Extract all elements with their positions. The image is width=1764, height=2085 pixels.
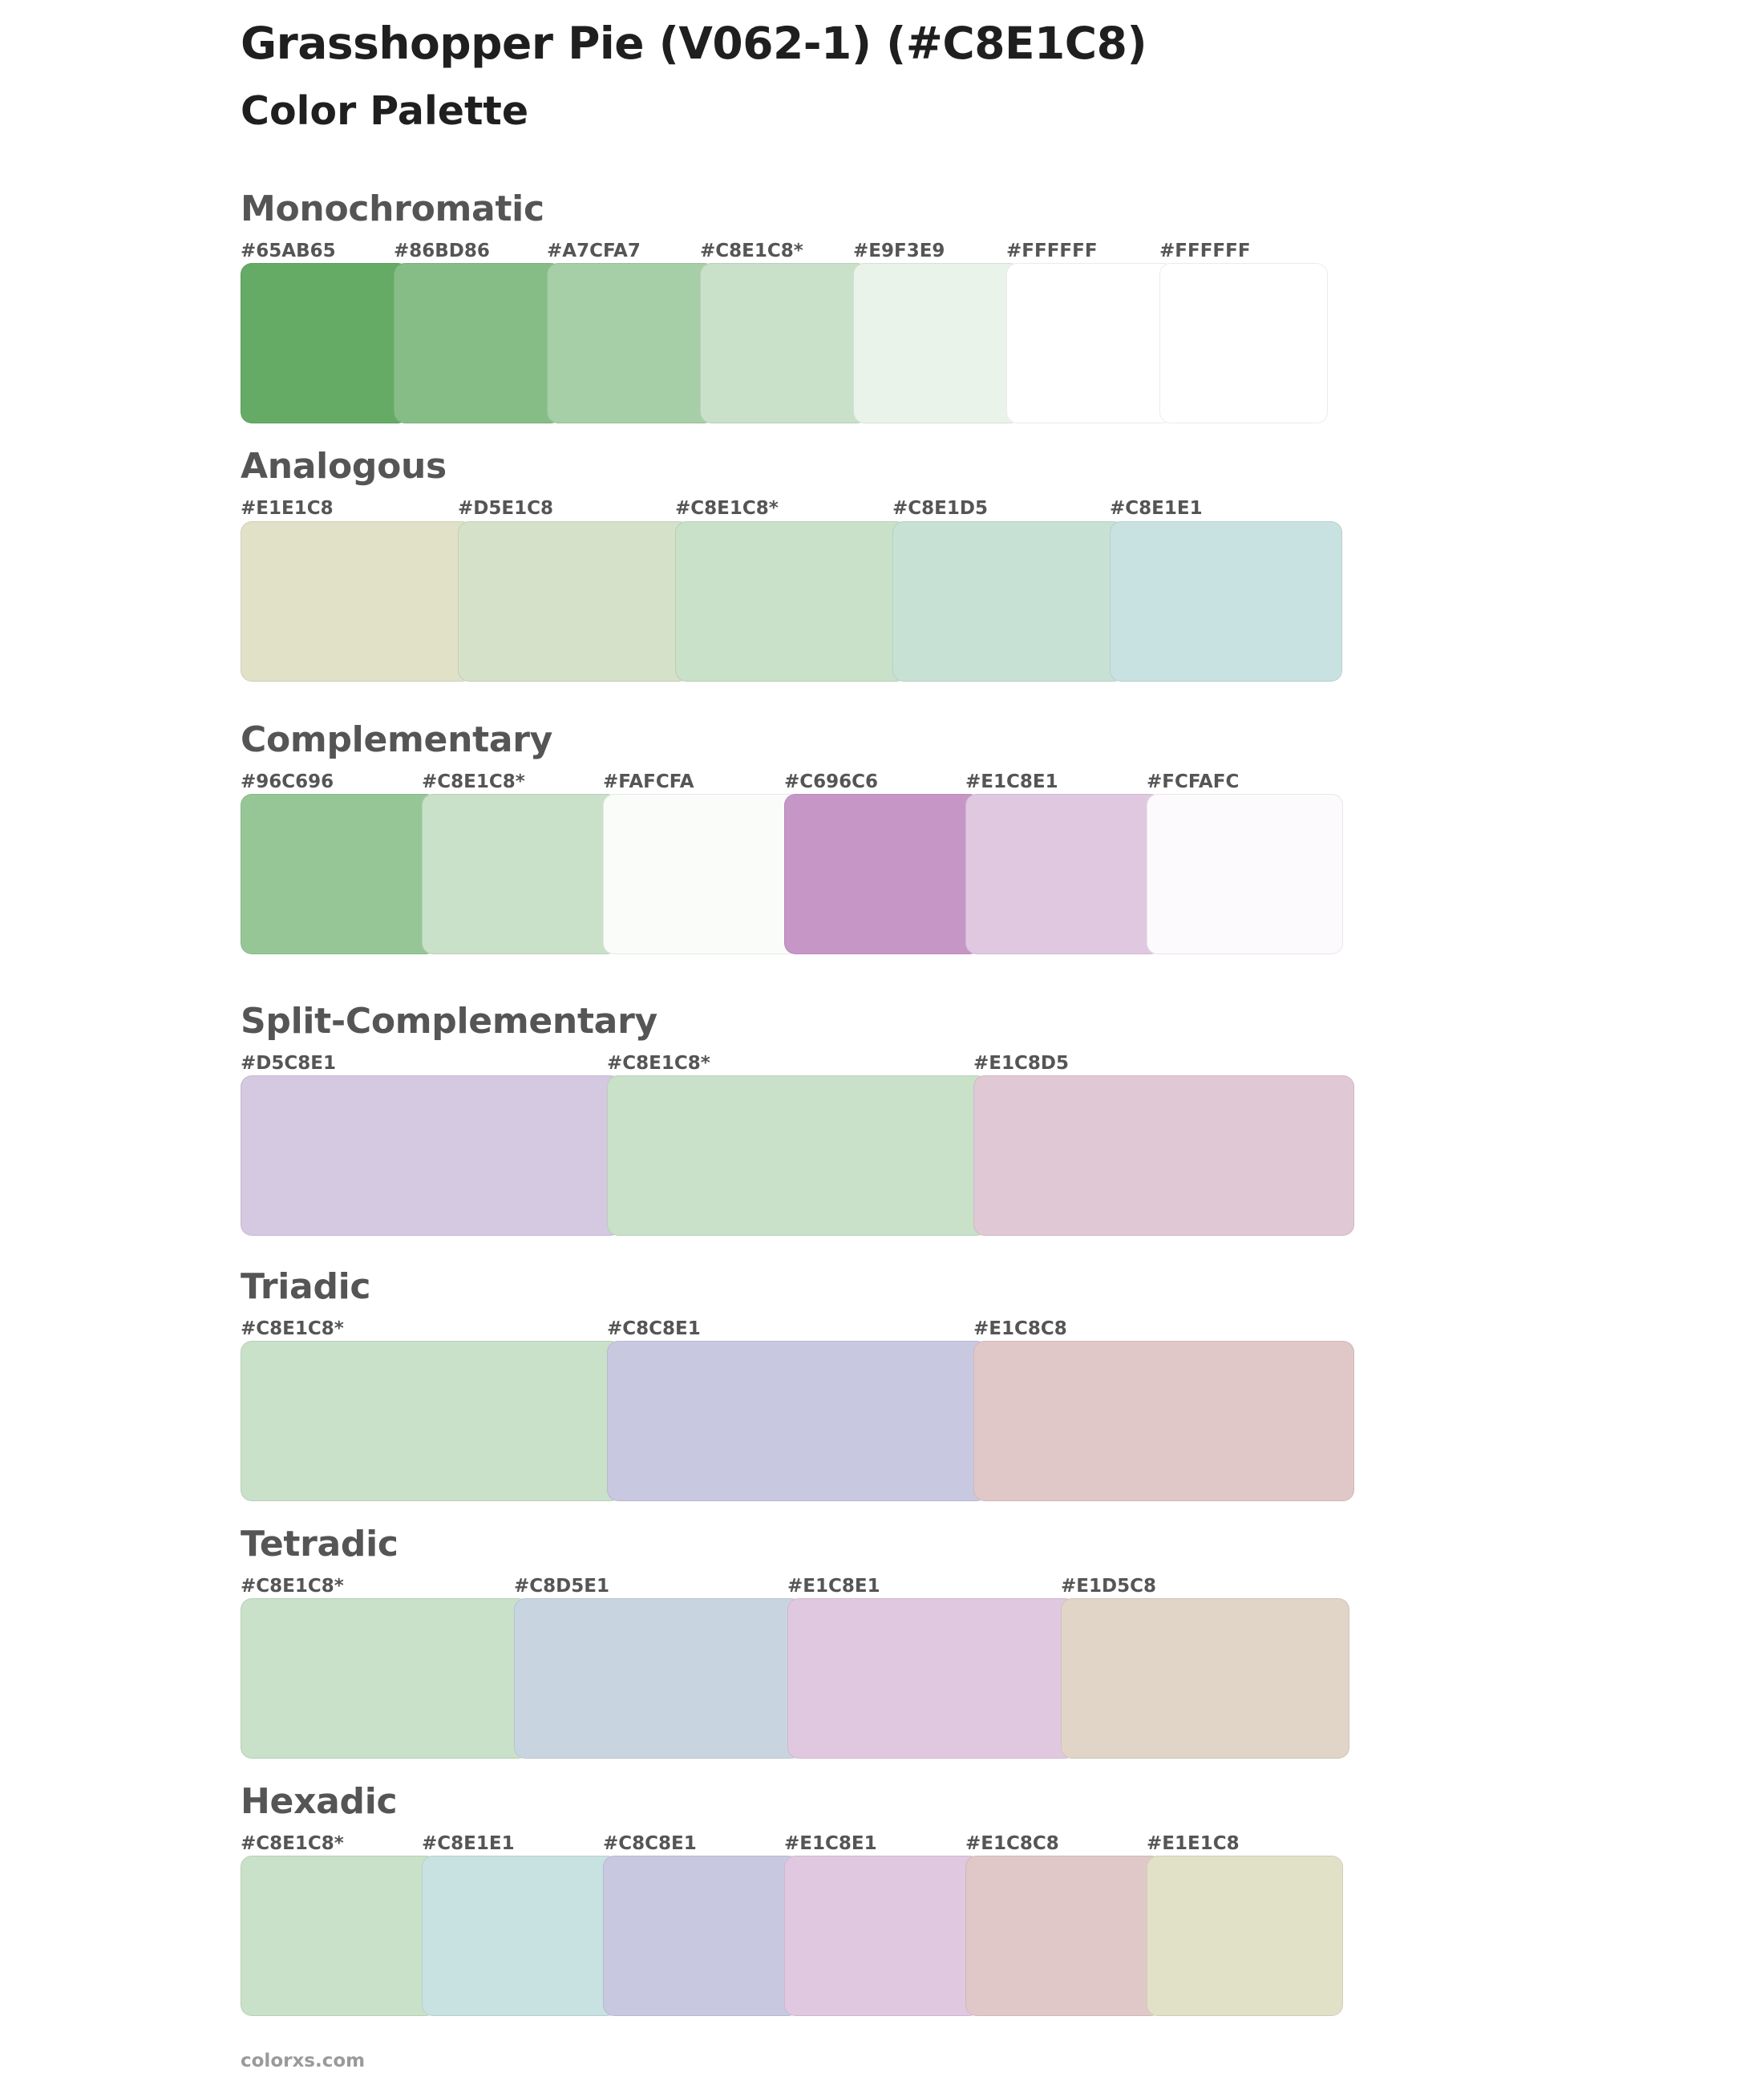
swatch-hex-label: #E1C8E1 xyxy=(965,771,1058,792)
color-swatch[interactable] xyxy=(784,794,981,954)
swatch-hex-label: #FCFAFC xyxy=(1147,771,1240,792)
color-swatch[interactable] xyxy=(241,1598,529,1759)
section-heading-monochromatic: Monochromatic xyxy=(241,188,544,229)
section-heading-split-complementary: Split-Complementary xyxy=(241,1001,657,1042)
site-footer[interactable]: colorxs.com xyxy=(241,2051,366,2071)
color-swatch[interactable] xyxy=(965,794,1162,954)
color-swatch[interactable] xyxy=(1147,1856,1343,2016)
section-heading-complementary: Complementary xyxy=(241,719,553,760)
color-swatch[interactable] xyxy=(458,521,690,682)
swatch-hex-label: #C8E1C8* xyxy=(607,1053,710,1074)
color-swatch[interactable] xyxy=(241,521,473,682)
swatch-hex-label: #E1C8E1 xyxy=(784,1833,877,1854)
color-swatch[interactable] xyxy=(675,521,908,682)
swatch-hex-label: #C8E1C8* xyxy=(241,1318,344,1339)
color-swatch[interactable] xyxy=(1159,263,1328,423)
swatch-hex-label: #C8E1E1 xyxy=(1110,498,1203,519)
swatch-hex-label: #D5C8E1 xyxy=(241,1053,336,1074)
color-swatch[interactable] xyxy=(973,1341,1354,1501)
swatch-hex-label: #E1C8C8 xyxy=(965,1833,1059,1854)
swatch-hex-label: #FAFCFA xyxy=(603,771,694,792)
color-swatch[interactable] xyxy=(1061,1598,1349,1759)
color-swatch[interactable] xyxy=(241,1856,437,2016)
color-swatch[interactable] xyxy=(784,1856,981,2016)
color-swatch[interactable] xyxy=(241,1341,621,1501)
swatch-hex-label: #E1C8E1 xyxy=(787,1576,880,1597)
swatch-hex-label: #FFFFFF xyxy=(1159,241,1251,261)
swatch-hex-label: #C8E1C8* xyxy=(422,771,525,792)
color-swatch[interactable] xyxy=(1110,521,1342,682)
swatch-hex-label: #E1D5C8 xyxy=(1061,1576,1156,1597)
swatch-hex-label: #E9F3E9 xyxy=(853,241,945,261)
swatch-hex-label: #A7CFA7 xyxy=(547,241,641,261)
color-swatch[interactable] xyxy=(603,794,799,954)
color-swatch[interactable] xyxy=(603,1856,799,2016)
color-swatch[interactable] xyxy=(1006,263,1175,423)
section-heading-hexadic: Hexadic xyxy=(241,1781,398,1822)
color-swatch[interactable] xyxy=(422,794,618,954)
section-heading-tetradic: Tetradic xyxy=(241,1524,399,1565)
color-swatch[interactable] xyxy=(607,1341,988,1501)
swatch-hex-label: #E1E1C8 xyxy=(1147,1833,1240,1854)
swatch-hex-label: #C8C8E1 xyxy=(603,1833,697,1854)
swatch-hex-label: #C8D5E1 xyxy=(514,1576,609,1597)
color-swatch[interactable] xyxy=(700,263,868,423)
color-swatch[interactable] xyxy=(1147,794,1343,954)
swatch-hex-label: #65AB65 xyxy=(241,241,336,261)
swatch-hex-label: #86BD86 xyxy=(394,241,490,261)
color-swatch[interactable] xyxy=(241,794,437,954)
color-swatch[interactable] xyxy=(422,1856,618,2016)
color-swatch[interactable] xyxy=(514,1598,803,1759)
page-subtitle: Color Palette xyxy=(241,88,529,134)
swatch-hex-label: #C8E1C8* xyxy=(241,1576,344,1597)
swatch-hex-label: #C8E1E1 xyxy=(422,1833,515,1854)
swatch-hex-label: #E1C8D5 xyxy=(973,1053,1069,1074)
swatch-hex-label: #FFFFFF xyxy=(1006,241,1098,261)
swatch-hex-label: #C8C8E1 xyxy=(607,1318,701,1339)
color-swatch[interactable] xyxy=(394,263,562,423)
color-swatch[interactable] xyxy=(787,1598,1076,1759)
swatch-hex-label: #D5E1C8 xyxy=(458,498,553,519)
swatch-hex-label: #C8E1C8* xyxy=(241,1833,344,1854)
color-swatch[interactable] xyxy=(892,521,1125,682)
color-swatch[interactable] xyxy=(965,1856,1162,2016)
swatch-hex-label: #E1C8C8 xyxy=(973,1318,1067,1339)
page-title: Grasshopper Pie (V062-1) (#C8E1C8) xyxy=(241,18,1147,69)
color-swatch[interactable] xyxy=(547,263,715,423)
section-heading-triadic: Triadic xyxy=(241,1266,371,1307)
section-heading-analogous: Analogous xyxy=(241,446,447,487)
swatch-hex-label: #96C696 xyxy=(241,771,334,792)
color-swatch[interactable] xyxy=(607,1075,988,1236)
swatch-hex-label: #E1E1C8 xyxy=(241,498,334,519)
swatch-hex-label: #C8E1D5 xyxy=(892,498,988,519)
color-swatch[interactable] xyxy=(853,263,1022,423)
swatch-hex-label: #C8E1C8* xyxy=(700,241,803,261)
color-swatch[interactable] xyxy=(241,263,409,423)
color-swatch[interactable] xyxy=(241,1075,621,1236)
swatch-hex-label: #C696C6 xyxy=(784,771,879,792)
color-swatch[interactable] xyxy=(973,1075,1354,1236)
swatch-hex-label: #C8E1C8* xyxy=(675,498,779,519)
